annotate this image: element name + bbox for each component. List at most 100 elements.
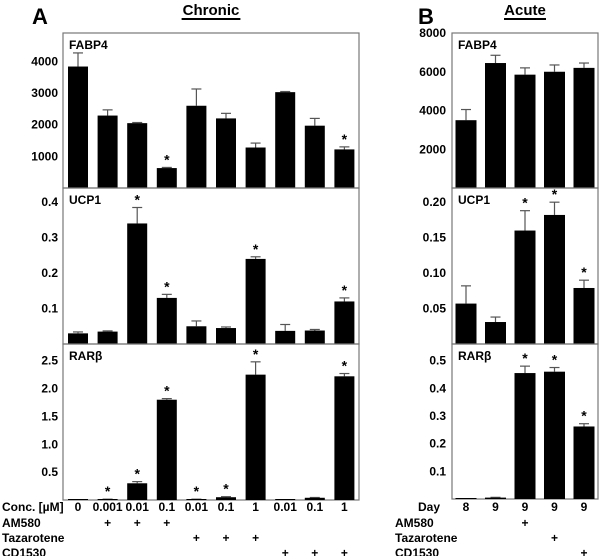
category-label: 0.01 <box>274 500 298 514</box>
bar <box>485 322 506 344</box>
category-label: 9 <box>551 500 558 514</box>
y-tick-label: 0.1 <box>429 464 446 478</box>
subplot-ucp1: UCP1 0.05 0.10 0.15 0.20 * * * <box>423 186 599 345</box>
subplot-label: UCP1 <box>458 193 490 207</box>
category-label: 9 <box>581 500 588 514</box>
bar <box>514 74 536 188</box>
bar <box>127 483 148 500</box>
treatment-mark: + <box>163 516 170 530</box>
category-label: 0 <box>75 500 82 514</box>
treatment-label: Tazarotene <box>395 531 458 545</box>
subplot-frame <box>62 343 360 501</box>
category-label: 9 <box>492 500 499 514</box>
bar <box>216 497 236 500</box>
bar <box>304 125 325 188</box>
significance-star: * <box>194 483 200 499</box>
significance-star: * <box>581 264 587 280</box>
bar <box>334 301 355 344</box>
subplot-ucp1: UCP1 0.1 0.2 0.3 0.4 * * * * <box>41 187 360 345</box>
bar <box>573 426 595 499</box>
y-tick-label: 2.0 <box>41 382 58 396</box>
y-tick-label: 0.4 <box>429 381 446 395</box>
y-tick-label: 0.3 <box>41 231 58 245</box>
significance-star: * <box>522 195 528 211</box>
y-tick-label: 4000 <box>31 54 58 68</box>
bar <box>455 120 477 188</box>
category-label: 0.1 <box>158 500 175 514</box>
category-label: 0.001 <box>93 500 123 514</box>
bar <box>514 230 536 344</box>
treatment-mark: + <box>311 546 318 556</box>
y-tick-label: 0.2 <box>41 266 58 280</box>
y-tick-label: 1.0 <box>41 437 58 451</box>
bar <box>573 287 595 344</box>
bar <box>544 214 565 344</box>
treatment-mark: + <box>134 516 141 530</box>
panel-letter: B <box>418 4 434 29</box>
bar <box>304 497 325 500</box>
y-tick-label: 1000 <box>31 149 58 163</box>
significance-star: * <box>253 346 259 362</box>
subplot-label: RARβ <box>69 349 102 363</box>
bar <box>485 63 506 188</box>
treatment-mark: + <box>282 546 289 556</box>
y-tick-label: 1.5 <box>41 409 58 423</box>
y-tick-label: 0.1 <box>41 302 58 316</box>
treatment-label: CD1530 <box>2 546 46 556</box>
category-axis-label: Conc. [µM] <box>2 500 64 514</box>
bar <box>186 326 207 344</box>
treatment-mark: + <box>104 516 111 530</box>
bar <box>544 371 565 499</box>
category-label: 0.1 <box>218 500 235 514</box>
bar <box>156 399 177 500</box>
bar <box>573 67 595 188</box>
subplot-label: RARβ <box>458 349 491 363</box>
bar <box>275 330 296 344</box>
significance-star: * <box>134 192 140 208</box>
y-tick-label: 0.20 <box>423 195 447 209</box>
significance-star: * <box>342 358 348 374</box>
subplot-frame <box>62 187 360 345</box>
bar <box>455 498 477 499</box>
significance-star: * <box>581 408 587 424</box>
bar <box>68 66 88 188</box>
bar <box>245 374 266 500</box>
subplot-label: FABP4 <box>458 38 497 52</box>
bar <box>186 499 207 500</box>
subplot-rar: RARβ 0.1 0.2 0.3 0.4 0.5 * * * <box>429 343 599 500</box>
bar <box>455 303 477 344</box>
y-tick-label: 0.5 <box>429 354 446 368</box>
significance-star: * <box>105 483 111 499</box>
bar <box>334 149 355 188</box>
panel-title: Acute <box>504 2 546 19</box>
bar <box>514 373 536 499</box>
subplot-fabp4: FABP4 2000 4000 6000 8000 <box>419 26 599 189</box>
category-label: 0.01 <box>126 500 150 514</box>
treatment-mark: + <box>222 531 229 545</box>
treatment-label: CD1530 <box>395 546 439 556</box>
treatment-mark: + <box>193 531 200 545</box>
bar <box>156 168 177 188</box>
bar <box>544 71 565 188</box>
bar <box>186 105 207 188</box>
bar <box>245 147 266 188</box>
treatment-label: AM580 <box>395 516 434 530</box>
category-label: 0.1 <box>306 500 323 514</box>
subplot-label: UCP1 <box>69 193 101 207</box>
significance-star: * <box>223 481 229 497</box>
bar <box>304 330 325 344</box>
significance-star: * <box>342 282 348 298</box>
panel-b: B Acute FABP4 2000 4000 6000 8000 UCP1 0.05 0.10 0… <box>395 2 599 556</box>
panel-a: A Chronic FABP4 1000 2000 3000 4000 * * UCP1 0.1 0.… <box>2 2 360 556</box>
y-tick-label: 6000 <box>419 65 446 79</box>
treatment-label: Tazarotene <box>2 531 65 545</box>
category-label: 0.01 <box>185 500 209 514</box>
treatment-mark: + <box>580 546 587 556</box>
y-tick-label: 0.10 <box>423 266 447 280</box>
y-tick-label: 0.4 <box>41 195 58 209</box>
treatment-mark: + <box>341 546 348 556</box>
bar <box>216 328 236 344</box>
bar <box>275 499 296 500</box>
significance-star: * <box>164 383 170 399</box>
